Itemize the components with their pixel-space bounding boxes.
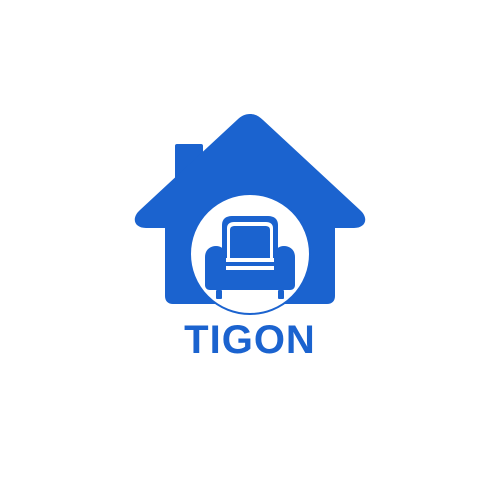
armchair-right-leg xyxy=(278,290,284,299)
armchair-left-leg xyxy=(216,290,222,299)
armchair-left-arm-shape xyxy=(205,246,226,290)
armchair-icon xyxy=(205,216,295,299)
armchair-seat-line xyxy=(226,266,274,270)
brand-name: TIGON xyxy=(184,318,316,362)
armchair-right-arm-shape xyxy=(274,246,295,290)
circle-ring-shape xyxy=(189,193,311,315)
armchair-cushion-back xyxy=(230,226,270,258)
